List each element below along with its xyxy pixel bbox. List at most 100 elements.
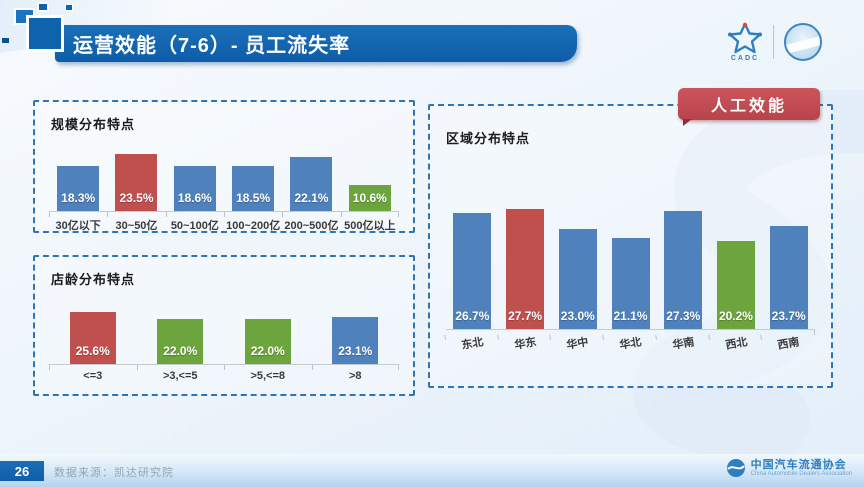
squares-decoration: [2, 38, 9, 43]
category-label: 500亿以上: [340, 212, 399, 233]
bar-column: 20.2%: [710, 241, 763, 329]
bar-column: 23.7%: [762, 226, 815, 329]
bar-column: 23.5%: [107, 154, 165, 211]
bar-value-label: 20.2%: [718, 309, 753, 323]
bar-plot-area: 26.7% 27.7% 23.0% 21.1% 27.3% 20.2% 23.7%: [446, 199, 815, 330]
category-label: 华东: [498, 331, 553, 356]
panel-region-distribution: 区域分布特点 26.7% 27.7% 23.0% 21.1% 27.3% 20.2% 23.…: [428, 104, 833, 388]
bar-column: 18.5%: [224, 166, 282, 211]
x-axis-labels: 30亿以下 30~50亿 50~100亿 100~200亿 200~500亿 500亿以上: [49, 212, 399, 233]
bar-plot-area: 18.3% 23.5% 18.6% 18.5% 22.1% 10.6%: [49, 138, 399, 212]
section-badge-label: 人工效能: [710, 98, 787, 115]
cadc-logo: CADC: [727, 22, 763, 62]
cadc-caption: CADC: [730, 55, 760, 62]
chart-title: 店龄分布特点: [51, 272, 136, 287]
bar: 22.0%: [244, 319, 291, 364]
bar-chart-region: 26.7% 27.7% 23.0% 21.1% 27.3% 20.2% 23.7% 东北 华东…: [446, 199, 815, 352]
page-number: 26: [0, 461, 44, 481]
bar-value-label: 18.5%: [236, 191, 271, 205]
bar: 10.6%: [348, 185, 391, 211]
category-label: 华北: [603, 331, 658, 356]
x-axis-labels: <=3 >3,<=5 >5,<=8 >8: [49, 365, 399, 382]
bar: 18.6%: [173, 166, 216, 211]
footer-bar: 26 数据来源：凯达研究院 中国汽车流通协会 China Automobile …: [0, 454, 864, 487]
bar-value-label: 10.6%: [352, 191, 387, 205]
association-name-en: China Automobile Dealers Association: [750, 470, 852, 477]
category-label: 30~50亿: [107, 212, 165, 233]
category-label: 西北: [709, 331, 764, 356]
category-label: >3,<=5: [136, 365, 225, 382]
bar-column: 22.0%: [137, 319, 225, 364]
bar: 21.1%: [611, 238, 650, 329]
page-title: 运营效能（7-6）- 员工流失率: [73, 35, 351, 57]
bar-chart-store-age: 25.6% 22.0% 22.0% 23.1% <=3 >3,<=5 >5,<=8 >8: [49, 303, 399, 382]
association-logo: 中国汽车流通协会 China Automobile Dealers Associ…: [726, 458, 852, 478]
association-name-block: 中国汽车流通协会 China Automobile Dealers Associ…: [751, 459, 852, 478]
logo-divider: [773, 25, 774, 59]
bar-column: 21.1%: [604, 238, 657, 329]
bar-value-label: 22.0%: [250, 344, 285, 358]
bar: 20.2%: [716, 241, 755, 329]
category-label: 东北: [445, 331, 500, 356]
category-label: >8: [311, 365, 400, 382]
bar-value-label: 26.7%: [455, 309, 490, 323]
category-label: 华南: [656, 331, 711, 356]
bar-column: 25.6%: [49, 312, 137, 364]
bar: 22.0%: [157, 319, 204, 364]
bar-column: 18.6%: [166, 166, 224, 211]
bar-chart-scale: 18.3% 23.5% 18.6% 18.5% 22.1% 10.6% 30亿以下 30~5…: [49, 138, 399, 233]
bar-value-label: 23.5%: [119, 191, 154, 205]
bar-column: 22.0%: [224, 319, 312, 364]
bar-column: 23.0%: [551, 229, 604, 329]
squares-decoration: [26, 15, 64, 52]
category-label: <=3: [49, 365, 137, 382]
bar-value-label: 23.7%: [771, 309, 806, 323]
category-label: 50~100亿: [165, 212, 224, 233]
bar-value-label: 21.1%: [613, 309, 648, 323]
bar-value-label: 23.0%: [560, 309, 595, 323]
x-axis-labels: 东北 华东 华中 华北 华南 西北 西南: [446, 330, 815, 352]
bar: 25.6%: [69, 312, 116, 364]
bar: 22.1%: [290, 157, 333, 211]
chart-title: 区域分布特点: [446, 131, 531, 146]
association-emblem-icon: [784, 23, 822, 61]
panel-store-age-distribution: 店龄分布特点 25.6% 22.0% 22.0% 23.1% <=3 >3,<=5 >5,…: [33, 255, 415, 396]
bar-column: 22.1%: [282, 157, 340, 211]
bar-value-label: 25.6%: [75, 344, 110, 358]
bar-column: 26.7%: [446, 213, 499, 329]
bar-value-label: 27.3%: [666, 309, 701, 323]
bar: 23.5%: [115, 154, 158, 211]
bar-value-label: 23.1%: [338, 344, 373, 358]
category-label: >5,<=8: [224, 365, 312, 382]
bar-plot-area: 25.6% 22.0% 22.0% 23.1%: [49, 303, 399, 365]
category-label: 200~500亿: [282, 212, 340, 233]
bar-column: 23.1%: [312, 317, 400, 364]
association-circle-icon: [726, 459, 745, 477]
squares-decoration: [37, 2, 49, 12]
bar-value-label: 18.6%: [177, 191, 212, 205]
bar: 18.5%: [232, 166, 275, 211]
panel-scale-distribution: 规模分布特点 18.3% 23.5% 18.6% 18.5% 22.1% 10.6% 30…: [33, 100, 415, 233]
section-badge: 人工效能: [678, 88, 820, 126]
bar-column: 18.3%: [49, 166, 107, 211]
title-banner: 运营效能（7-6）- 员工流失率: [55, 25, 577, 62]
cadc-star-icon: [728, 22, 762, 54]
bar: 27.7%: [506, 209, 545, 329]
header-logos: CADC: [727, 22, 822, 62]
bar-value-label: 27.7%: [508, 309, 543, 323]
squares-decoration: [65, 4, 73, 11]
bar: 23.1%: [332, 317, 379, 364]
chart-title: 规模分布特点: [51, 117, 136, 132]
bar-value-label: 22.1%: [294, 191, 329, 205]
category-label: 30亿以下: [49, 212, 107, 233]
category-label: 西南: [761, 331, 816, 356]
data-source-note: 数据来源：凯达研究院: [54, 467, 174, 479]
bar: 26.7%: [453, 213, 492, 329]
bar-value-label: 18.3%: [61, 191, 96, 205]
bar-column: 27.3%: [657, 211, 710, 329]
association-name-cn: 中国汽车流通协会: [750, 458, 847, 471]
bar-value-label: 22.0%: [163, 344, 198, 358]
bar: 27.3%: [664, 211, 703, 329]
category-label: 华中: [550, 331, 605, 356]
bar: 18.3%: [57, 166, 100, 211]
